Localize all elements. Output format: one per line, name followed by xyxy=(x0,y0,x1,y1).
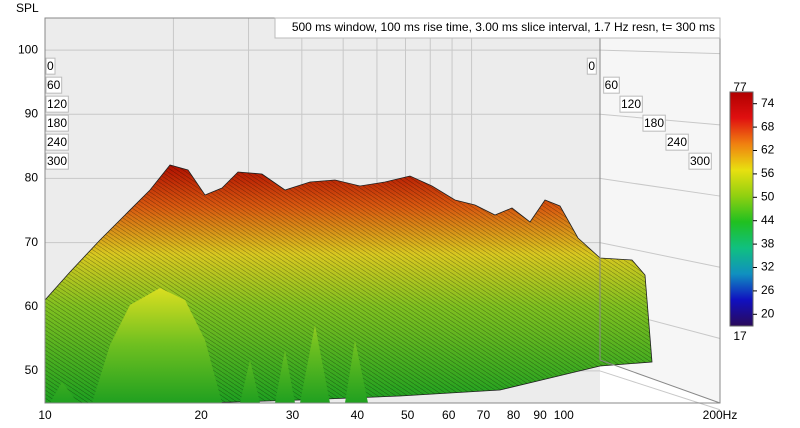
x-tick-label: 30 xyxy=(286,408,300,422)
z-tick: 120 120 xyxy=(45,95,643,113)
z-tick-label: 240 xyxy=(667,135,687,149)
waterfall-surface xyxy=(44,164,653,404)
y-tick-label: 90 xyxy=(25,106,39,120)
x-tick-label: 70 xyxy=(477,408,491,422)
z-tick-label: 60 xyxy=(47,78,61,92)
color-tick-label: 68 xyxy=(761,119,775,133)
y-tick-label: 50 xyxy=(25,363,39,377)
z-tick-box xyxy=(45,152,69,170)
z-tick-box xyxy=(665,133,689,151)
z-tick-box xyxy=(688,152,712,170)
color-tick-label: 62 xyxy=(761,143,775,157)
z-tick-box xyxy=(619,95,643,113)
z-tick-label: 0 xyxy=(47,59,54,73)
y-tick-label: 60 xyxy=(25,299,39,313)
z-tick-box xyxy=(45,57,56,75)
z-tick-box xyxy=(45,133,69,151)
color-min-label: 17 xyxy=(733,329,747,343)
z-tick-label: 240 xyxy=(47,135,67,149)
x-tick-label: 50 xyxy=(401,408,415,422)
grid-line xyxy=(599,177,721,197)
z-tick-label: 180 xyxy=(644,116,664,130)
z-tick-box xyxy=(45,76,63,94)
x-tick-label: 80 xyxy=(507,408,521,422)
color-tick-label: 44 xyxy=(761,213,775,227)
y-tick-label: 70 xyxy=(25,235,39,249)
color-tick-label: 20 xyxy=(761,306,775,320)
x-tick-label: 100 xyxy=(554,408,574,422)
y-tick-label: 80 xyxy=(25,171,39,185)
z-tick: 180 180 xyxy=(45,114,666,132)
z-tick-label: 300 xyxy=(690,154,710,168)
x-tick-label: 20 xyxy=(195,408,209,422)
color-bar: 20 26 32 38 44 50 56 62 68 74 77 17 xyxy=(729,80,775,343)
z-tick-label: 120 xyxy=(47,97,67,111)
x-tick-label: 60 xyxy=(442,408,456,422)
color-tick-label: 26 xyxy=(761,283,775,297)
z-tick-box xyxy=(45,114,69,132)
title-box xyxy=(274,17,721,39)
z-tick: 60 60 xyxy=(45,76,620,94)
z-tick-label: 180 xyxy=(47,116,67,130)
z-tick-box xyxy=(586,57,597,75)
color-max-label: 77 xyxy=(733,80,747,94)
x-tick-label: 40 xyxy=(351,408,365,422)
x-tick-label: 90 xyxy=(533,408,547,422)
z-tick-box xyxy=(603,76,620,94)
z-tick-label: 300 xyxy=(47,154,67,168)
z-tick-label: 120 xyxy=(621,97,641,111)
z-tick-label: 60 xyxy=(605,78,619,92)
x-tick-label: 10 xyxy=(38,408,52,422)
grid-line xyxy=(599,49,721,55)
wall-edge xyxy=(599,359,721,404)
color-tick-label: 32 xyxy=(761,260,775,274)
z-tick-box xyxy=(45,95,69,113)
chart-title: 500 ms window, 100 ms rise time, 3.00 ms… xyxy=(292,20,715,34)
y-tick-label: 100 xyxy=(18,42,38,56)
z-tick: 240 240 xyxy=(45,133,689,151)
z-tick-label: 0 xyxy=(588,59,595,73)
color-tick-label: 38 xyxy=(761,236,775,250)
grid-line xyxy=(599,242,721,268)
z-tick-box xyxy=(642,114,666,132)
color-scale xyxy=(729,91,754,327)
x-tick-label: 200Hz xyxy=(703,408,738,422)
z-tick: 300 300 xyxy=(45,152,712,170)
color-tick-label: 50 xyxy=(761,189,775,203)
color-tick-label: 56 xyxy=(761,166,775,180)
color-tick-label: 74 xyxy=(761,96,775,110)
y-axis-label: SPL xyxy=(16,1,39,15)
